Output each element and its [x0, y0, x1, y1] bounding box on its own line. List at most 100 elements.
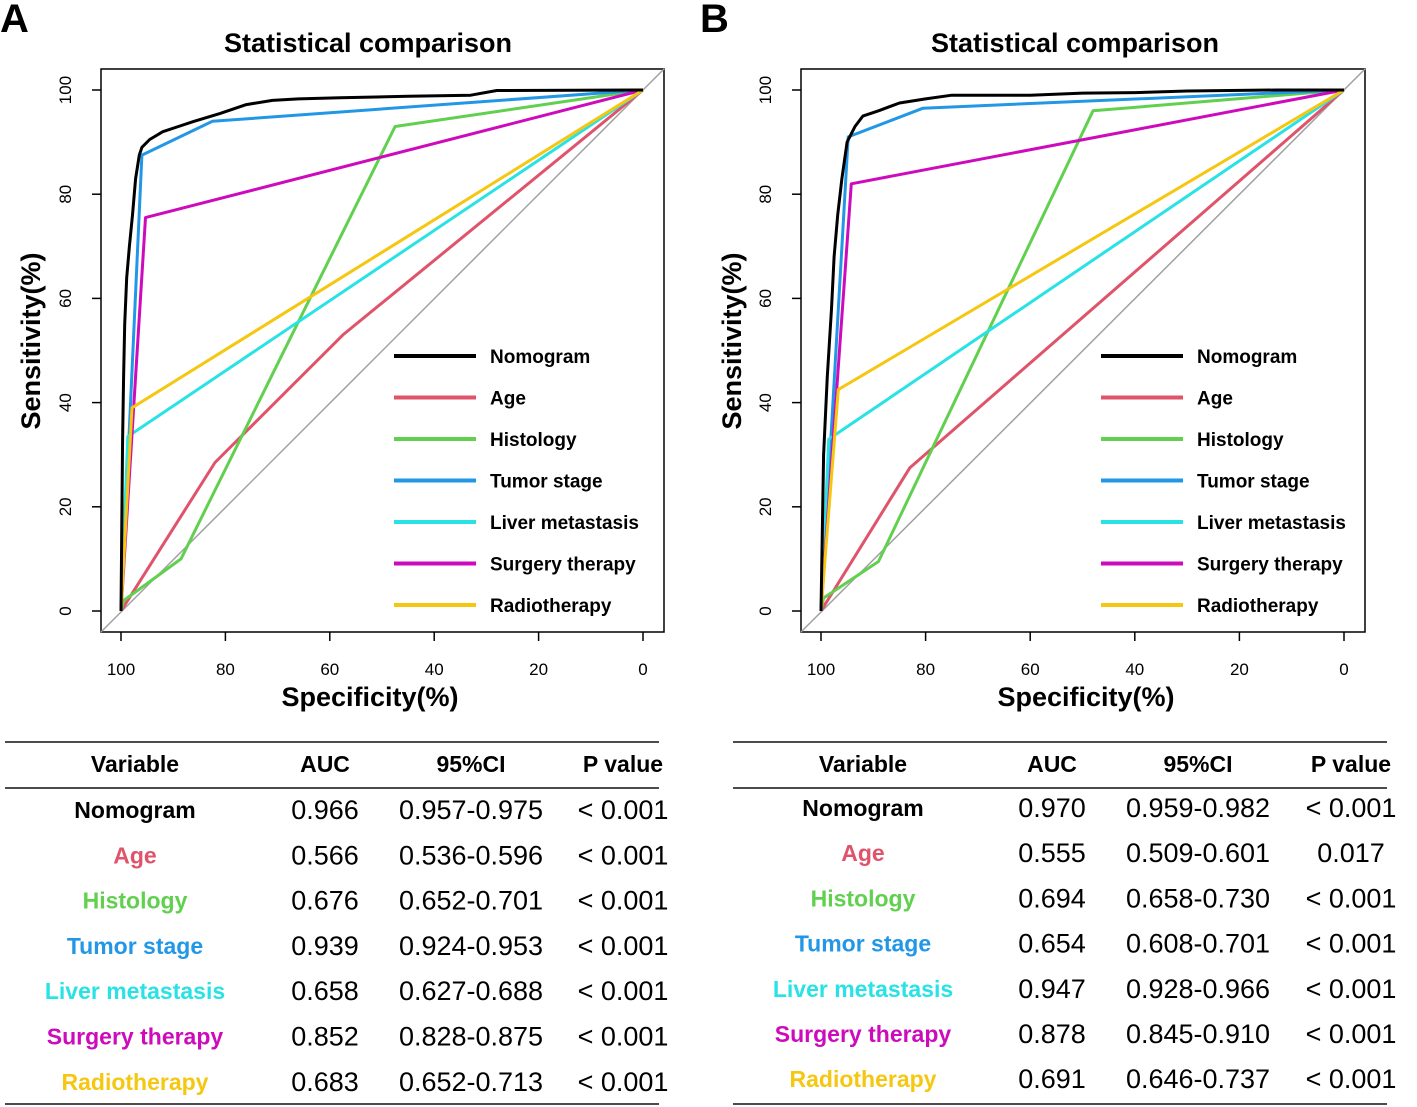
p-value-cell: < 0.001: [1306, 974, 1397, 1004]
legend-label: Nomogram: [490, 347, 590, 368]
table-row: Surgery therapy 0.878 0.845-0.910 < 0.001: [775, 1019, 1397, 1049]
table-row: Liver metastasis 0.658 0.627-0.688 < 0.001: [45, 976, 669, 1006]
variable-cell: Age: [841, 840, 884, 866]
ci-cell: 0.646-0.737: [1126, 1064, 1270, 1094]
x-axis: 100 80 60 40 20 0: [107, 632, 648, 679]
x-axis-title: Specificity(%): [281, 682, 458, 712]
p-value-cell: < 0.001: [578, 1022, 669, 1052]
legend-label: Surgery therapy: [490, 555, 636, 576]
variable-cell: Surgery therapy: [47, 1024, 224, 1050]
table-row: Histology 0.694 0.658-0.730 < 0.001: [811, 883, 1397, 913]
y-axis-title: Sensitivity(%): [16, 252, 46, 429]
table-header-cell: 95%CI: [1163, 751, 1232, 777]
ci-cell: 0.928-0.966: [1126, 974, 1270, 1004]
table-row: Age 0.566 0.536-0.596 < 0.001: [113, 840, 668, 870]
auc-cell: 0.970: [1018, 793, 1086, 823]
x-tick-label: 0: [1339, 660, 1348, 679]
x-tick-label: 100: [107, 660, 135, 679]
auc-table-b: Variable AUC 95%CI P value Nomogram 0.970 0.95…: [733, 741, 1397, 1105]
variable-cell: Surgery therapy: [775, 1021, 952, 1047]
ci-cell: 0.608-0.701: [1126, 929, 1270, 959]
reference-diagonal: [100, 68, 665, 633]
x-tick-label: 0: [638, 660, 647, 679]
auc-cell: 0.966: [291, 795, 359, 825]
legend-label: Radiotherapy: [490, 596, 612, 617]
table-header-cell: P value: [583, 751, 663, 777]
x-axis-title: Specificity(%): [997, 682, 1174, 712]
auc-cell: 0.691: [1018, 1064, 1086, 1094]
p-value-cell: < 0.001: [1306, 1019, 1397, 1049]
table-row: Radiotherapy 0.683 0.652-0.713 < 0.001: [62, 1067, 669, 1097]
variable-cell: Nomogram: [74, 797, 195, 823]
y-tick-label: 80: [756, 185, 775, 204]
variable-cell: Histology: [811, 885, 916, 911]
y-tick-label: 0: [56, 606, 75, 615]
p-value-cell: < 0.001: [578, 886, 669, 916]
variable-cell: Age: [113, 842, 156, 868]
x-tick-label: 60: [320, 660, 339, 679]
table-header-cell: AUC: [1027, 751, 1077, 777]
panel-label: B: [700, 0, 729, 41]
series-nomogram: [819, 88, 1344, 612]
legend-label: Nomogram: [1197, 347, 1297, 368]
table-header-cell: Variable: [819, 751, 907, 777]
legend-label: Tumor stage: [490, 472, 603, 493]
variable-cell: Radiotherapy: [790, 1066, 937, 1092]
auc-cell: 0.852: [291, 1022, 359, 1052]
x-axis: 100 80 60 40 20 0: [807, 632, 1349, 679]
variable-cell: Tumor stage: [67, 933, 203, 959]
table-row: Radiotherapy 0.691 0.646-0.737 < 0.001: [790, 1064, 1397, 1094]
x-tick-label: 40: [425, 660, 444, 679]
table-row: Histology 0.676 0.652-0.701 < 0.001: [83, 886, 669, 916]
x-tick-label: 100: [807, 660, 835, 679]
legend-label: Histology: [1197, 430, 1284, 451]
plot-frame: [800, 68, 1366, 633]
ci-cell: 0.627-0.688: [399, 976, 543, 1006]
p-value-cell: < 0.001: [1306, 929, 1397, 959]
y-tick-label: 100: [756, 76, 775, 104]
ci-cell: 0.658-0.730: [1126, 883, 1270, 913]
x-tick-label: 40: [1125, 660, 1144, 679]
y-tick-label: 100: [56, 76, 75, 104]
y-tick-label: 60: [756, 289, 775, 308]
variable-cell: Radiotherapy: [62, 1069, 209, 1095]
auc-cell: 0.654: [1018, 929, 1086, 959]
legend-label: Surgery therapy: [1197, 555, 1343, 576]
ci-cell: 0.652-0.713: [399, 1067, 543, 1097]
ci-cell: 0.845-0.910: [1126, 1019, 1270, 1049]
table-row: Age 0.555 0.509-0.601 0.017: [841, 838, 1385, 868]
table-header: Variable AUC 95%CI P value: [819, 751, 1391, 777]
auc-table-a: Variable AUC 95%CI P value Nomogram 0.966 0.95…: [5, 741, 669, 1105]
table-header-cell: 95%CI: [436, 751, 505, 777]
y-tick-label: 80: [56, 185, 75, 204]
series-tumor-stage: [819, 88, 1345, 612]
ci-cell: 0.959-0.982: [1126, 793, 1270, 823]
p-value-cell: < 0.001: [578, 840, 669, 870]
y-axis: 0 20 40 60 80 100: [756, 76, 801, 616]
p-value-cell: < 0.001: [1306, 1064, 1397, 1094]
variable-cell: Tumor stage: [795, 931, 931, 957]
auc-cell: 0.676: [291, 886, 359, 916]
y-axis: 0 20 40 60 80 100: [56, 76, 101, 616]
table-row: Surgery therapy 0.852 0.828-0.875 < 0.001: [47, 1022, 669, 1052]
table-header: Variable AUC 95%CI P value: [91, 751, 663, 777]
legend-label: Radiotherapy: [1197, 596, 1319, 617]
variable-cell: Liver metastasis: [773, 976, 953, 1002]
series-radiotherapy: [119, 88, 644, 612]
reference-diagonal: [800, 68, 1366, 633]
auc-cell: 0.658: [291, 976, 359, 1006]
variable-cell: Nomogram: [802, 795, 923, 821]
ci-cell: 0.924-0.953: [399, 931, 543, 961]
p-value-cell: < 0.001: [1306, 883, 1397, 913]
y-tick-label: 40: [756, 393, 775, 412]
y-tick-label: 40: [56, 393, 75, 412]
p-value-cell: < 0.001: [1306, 793, 1397, 823]
legend-label: Histology: [490, 430, 577, 451]
legend-label: Liver metastasis: [490, 513, 639, 534]
series-radiotherapy: [819, 88, 1345, 612]
p-value-cell: < 0.001: [578, 976, 669, 1006]
y-tick-label: 0: [756, 606, 775, 615]
chart-title: Statistical comparison: [931, 28, 1219, 58]
x-tick-label: 80: [216, 660, 235, 679]
plot-frame: [100, 68, 665, 633]
